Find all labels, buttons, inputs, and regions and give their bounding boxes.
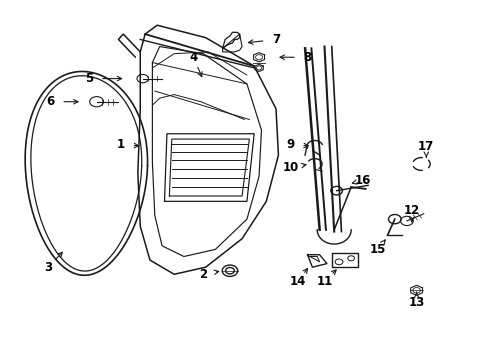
Text: 5: 5 bbox=[85, 72, 93, 85]
Text: 2: 2 bbox=[199, 268, 207, 281]
Text: 10: 10 bbox=[282, 161, 298, 174]
Text: 9: 9 bbox=[286, 138, 294, 151]
Text: 6: 6 bbox=[46, 95, 55, 108]
Text: 17: 17 bbox=[417, 140, 433, 153]
Text: 7: 7 bbox=[271, 33, 280, 46]
Text: 12: 12 bbox=[403, 204, 419, 217]
Text: 3: 3 bbox=[44, 261, 52, 274]
Text: 16: 16 bbox=[354, 174, 371, 186]
Text: 11: 11 bbox=[316, 275, 332, 288]
Text: 14: 14 bbox=[289, 275, 305, 288]
Text: 13: 13 bbox=[407, 296, 424, 309]
Text: 15: 15 bbox=[369, 243, 385, 256]
Text: 4: 4 bbox=[189, 51, 197, 64]
Text: 8: 8 bbox=[303, 51, 311, 64]
Text: 1: 1 bbox=[117, 138, 124, 151]
